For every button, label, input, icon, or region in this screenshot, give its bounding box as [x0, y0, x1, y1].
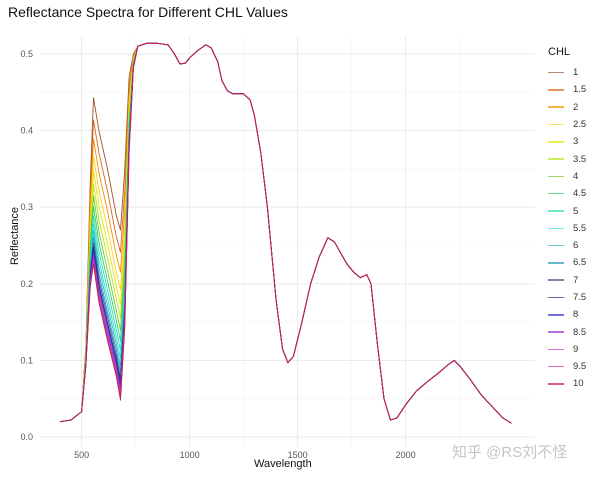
x-tick-label: 1500	[288, 450, 308, 460]
legend-swatch	[548, 314, 564, 316]
legend-swatch	[548, 296, 564, 299]
legend-label: 2	[573, 101, 579, 113]
legend-item: 1	[548, 64, 586, 81]
legend-label: 1.5	[573, 84, 587, 96]
legend-swatch	[548, 210, 564, 212]
legend-swatch	[548, 227, 564, 230]
legend-swatch	[548, 175, 564, 178]
legend-label: 10	[573, 378, 584, 390]
legend-swatch	[548, 331, 564, 333]
legend-item: 4.5	[548, 185, 586, 202]
legend-label: 8.5	[573, 326, 587, 338]
legend-item: 2.5	[548, 116, 586, 133]
legend-label: 4	[573, 170, 579, 182]
legend-swatch	[548, 192, 564, 195]
x-tick-label: 2000	[396, 450, 416, 460]
legend-label: 1	[573, 67, 579, 79]
legend-label: 6	[573, 240, 579, 252]
legend: CHL 1 1.5 2 2.5 3 3.5 4 4.5 5 5.5 6 6.5 7 7.5 8 8.5 9 9.5…	[548, 46, 586, 393]
legend-item: 7	[548, 272, 586, 289]
chart-title: Reflectance Spectra for Different CHL Va…	[8, 4, 288, 20]
legend-swatch	[548, 383, 564, 385]
y-tick-label: 0.2	[20, 279, 33, 289]
legend-item: 3	[548, 133, 586, 150]
x-tick-label: 500	[74, 450, 89, 460]
legend-label: 6.5	[573, 257, 587, 269]
legend-swatch	[548, 123, 564, 126]
legend-item: 10	[548, 375, 586, 392]
x-tick-label: 1000	[180, 450, 200, 460]
legend-item: 9.5	[548, 358, 586, 375]
series-line-chl-10	[59, 42, 512, 424]
legend-item: 3.5	[548, 150, 586, 167]
legend-swatch	[548, 365, 564, 368]
legend-label: 3.5	[573, 153, 587, 165]
legend-swatch	[548, 106, 564, 108]
y-tick-label: 0.4	[20, 126, 33, 136]
legend-label: 7	[573, 274, 579, 286]
legend-label: 5.5	[573, 222, 587, 234]
legend-item: 6.5	[548, 254, 586, 271]
legend-item: 6	[548, 237, 586, 254]
legend-label: 3	[573, 136, 579, 148]
legend-item: 7.5	[548, 289, 586, 306]
legend-item: 4	[548, 168, 586, 185]
legend-item: 8	[548, 306, 586, 323]
legend-item: 9	[548, 341, 586, 358]
y-axis-label: Reflectance	[9, 206, 21, 266]
legend-label: 4.5	[573, 188, 587, 200]
y-tick-label: 0.3	[20, 202, 33, 212]
y-tick-label: 0.5	[20, 49, 33, 59]
legend-swatch	[548, 158, 564, 160]
legend-item: 2	[548, 99, 586, 116]
legend-swatch	[548, 279, 564, 281]
legend-label: 9	[573, 343, 579, 355]
legend-swatch	[548, 244, 564, 247]
legend-swatch	[548, 141, 564, 143]
series-line-chl-1	[59, 42, 512, 424]
legend-item: 8.5	[548, 323, 586, 340]
legend-label: 2.5	[573, 119, 587, 131]
legend-title: CHL	[548, 46, 571, 58]
legend-item: 1.5	[548, 81, 586, 98]
watermark: 知乎 @RS刘不怪	[452, 444, 568, 461]
legend-swatch	[548, 262, 564, 264]
legend-label: 7.5	[573, 292, 587, 303]
legend-swatch	[548, 71, 564, 74]
x-axis-label: Wavelength	[254, 458, 312, 470]
legend-item: 5.5	[548, 220, 586, 237]
y-tick-label: 0.1	[20, 355, 33, 365]
legend-item: 5	[548, 202, 586, 219]
legend-swatch	[548, 348, 564, 351]
y-tick-label: 0.0	[20, 432, 33, 442]
legend-swatch	[548, 89, 564, 91]
legend-label: 5	[573, 205, 579, 217]
legend-label: 9.5	[573, 361, 587, 373]
legend-label: 8	[573, 309, 579, 321]
